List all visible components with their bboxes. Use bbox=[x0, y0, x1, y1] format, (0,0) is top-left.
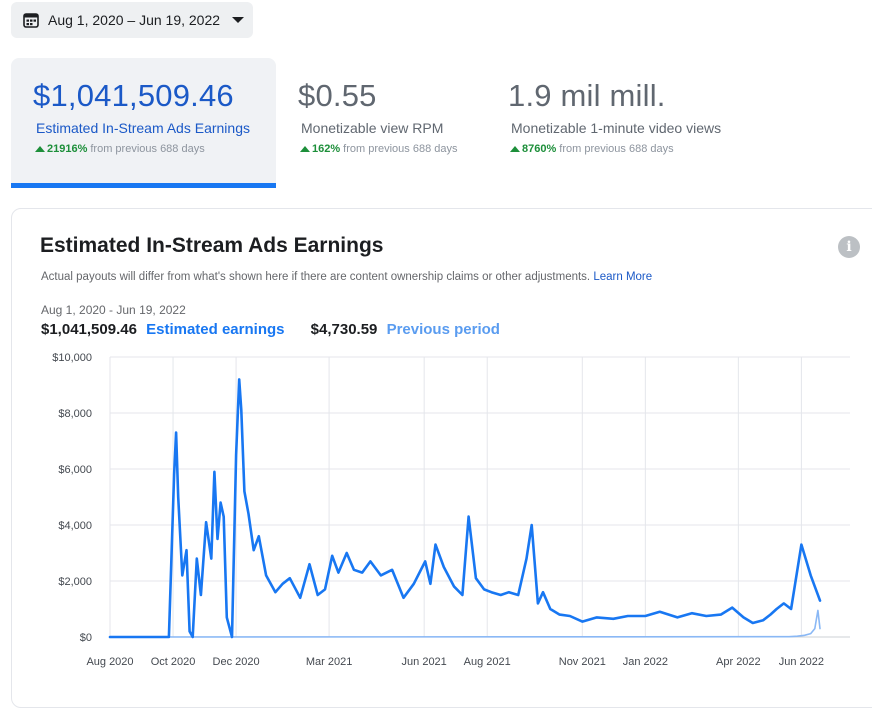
metric-value: $0.55 bbox=[298, 78, 377, 113]
delta-percent: 8760% bbox=[522, 143, 557, 155]
chart-grid bbox=[109, 356, 850, 638]
x-tick-label: Jun 2022 bbox=[779, 656, 824, 668]
x-tick-label: Nov 2021 bbox=[559, 656, 606, 668]
learn-more-link[interactable]: Learn More bbox=[593, 271, 653, 283]
y-tick-label: $6,000 bbox=[58, 464, 92, 476]
metric-delta: 21916% from previous 688 days bbox=[35, 143, 205, 155]
date-range-label: Aug 1, 2020 – Jun 19, 2022 bbox=[48, 12, 221, 28]
chart-totals: $1,041,509.46 Estimated earnings $4,730.… bbox=[41, 321, 500, 338]
arrow-up-icon bbox=[510, 146, 520, 152]
active-tab-indicator bbox=[11, 183, 276, 188]
chart-date-range: Aug 1, 2020 - Jun 19, 2022 bbox=[41, 303, 186, 317]
card-note: Actual payouts will differ from what's s… bbox=[41, 271, 652, 283]
legend-previous-period[interactable]: Previous period bbox=[386, 321, 500, 338]
x-tick-label: Dec 2020 bbox=[213, 656, 260, 668]
calendar-icon bbox=[23, 13, 39, 28]
chart-series bbox=[108, 378, 822, 639]
delta-suffix: from previous 688 days bbox=[90, 143, 205, 155]
earnings-card: Estimated In-Stream Ads Earnings i Actua… bbox=[11, 208, 872, 708]
y-tick-label: $2,000 bbox=[58, 576, 92, 588]
metric-delta: 162% from previous 688 days bbox=[300, 143, 457, 155]
metric-label: Estimated In-Stream Ads Earnings bbox=[36, 120, 250, 136]
x-axis: Aug 2020 Oct 2020 Dec 2020 Mar 2021 Jun 2021… bbox=[86, 656, 824, 668]
delta-suffix: from previous 688 days bbox=[559, 143, 674, 155]
total-current: $1,041,509.46 bbox=[41, 321, 137, 338]
y-tick-label: $0 bbox=[80, 632, 92, 644]
metric-delta: 8760% from previous 688 days bbox=[510, 143, 674, 155]
x-tick-label: Jun 2021 bbox=[402, 656, 447, 668]
earnings-line-chart: $0 $2,000 $4,000 $6,000 $8,000 $10,000 Aug 20… bbox=[52, 352, 850, 668]
note-text: Actual payouts will differ from what's s… bbox=[41, 271, 591, 283]
x-tick-label: Apr 2022 bbox=[716, 656, 761, 668]
metric-value: 1.9 mil mill. bbox=[508, 78, 666, 113]
metric-label: Monetizable 1-minute video views bbox=[511, 120, 722, 136]
info-icon[interactable]: i bbox=[838, 236, 860, 258]
delta-suffix: from previous 688 days bbox=[343, 143, 458, 155]
metric-tab-earnings[interactable]: $1,041,509.46 Estimated In-Stream Ads Ea… bbox=[11, 58, 276, 188]
arrow-up-icon bbox=[35, 146, 45, 152]
delta-percent: 162% bbox=[312, 143, 341, 155]
arrow-up-icon bbox=[300, 146, 310, 152]
y-tick-label: $4,000 bbox=[58, 520, 92, 532]
x-tick-label: Mar 2021 bbox=[306, 656, 352, 668]
series-previous-period-line bbox=[109, 609, 821, 638]
card-title: Estimated In-Stream Ads Earnings bbox=[40, 234, 384, 257]
delta-percent: 21916% bbox=[47, 143, 88, 155]
total-previous: $4,730.59 bbox=[310, 321, 378, 338]
legend-estimated-earnings[interactable]: Estimated earnings bbox=[146, 321, 285, 338]
y-tick-label: $10,000 bbox=[52, 352, 92, 364]
x-tick-label: Jan 2022 bbox=[623, 656, 668, 668]
x-tick-label: Oct 2020 bbox=[151, 656, 196, 668]
series-estimated-earnings-line bbox=[108, 378, 822, 639]
metric-label: Monetizable view RPM bbox=[301, 120, 444, 136]
date-range-picker[interactable]: Aug 1, 2020 – Jun 19, 2022 bbox=[11, 2, 253, 38]
metric-tab-views[interactable]: 1.9 mil mill. Monetizable 1-minute video… bbox=[486, 58, 736, 188]
x-tick-label: Aug 2020 bbox=[86, 656, 133, 668]
caret-down-icon bbox=[232, 17, 245, 23]
metric-value: $1,041,509.46 bbox=[33, 78, 234, 113]
y-tick-label: $8,000 bbox=[58, 408, 92, 420]
y-axis: $0 $2,000 $4,000 $6,000 $8,000 $10,000 bbox=[52, 352, 92, 644]
x-tick-label: Aug 2021 bbox=[464, 656, 511, 668]
metric-tab-rpm[interactable]: $0.55 Monetizable view RPM 162% from pre… bbox=[276, 58, 486, 188]
